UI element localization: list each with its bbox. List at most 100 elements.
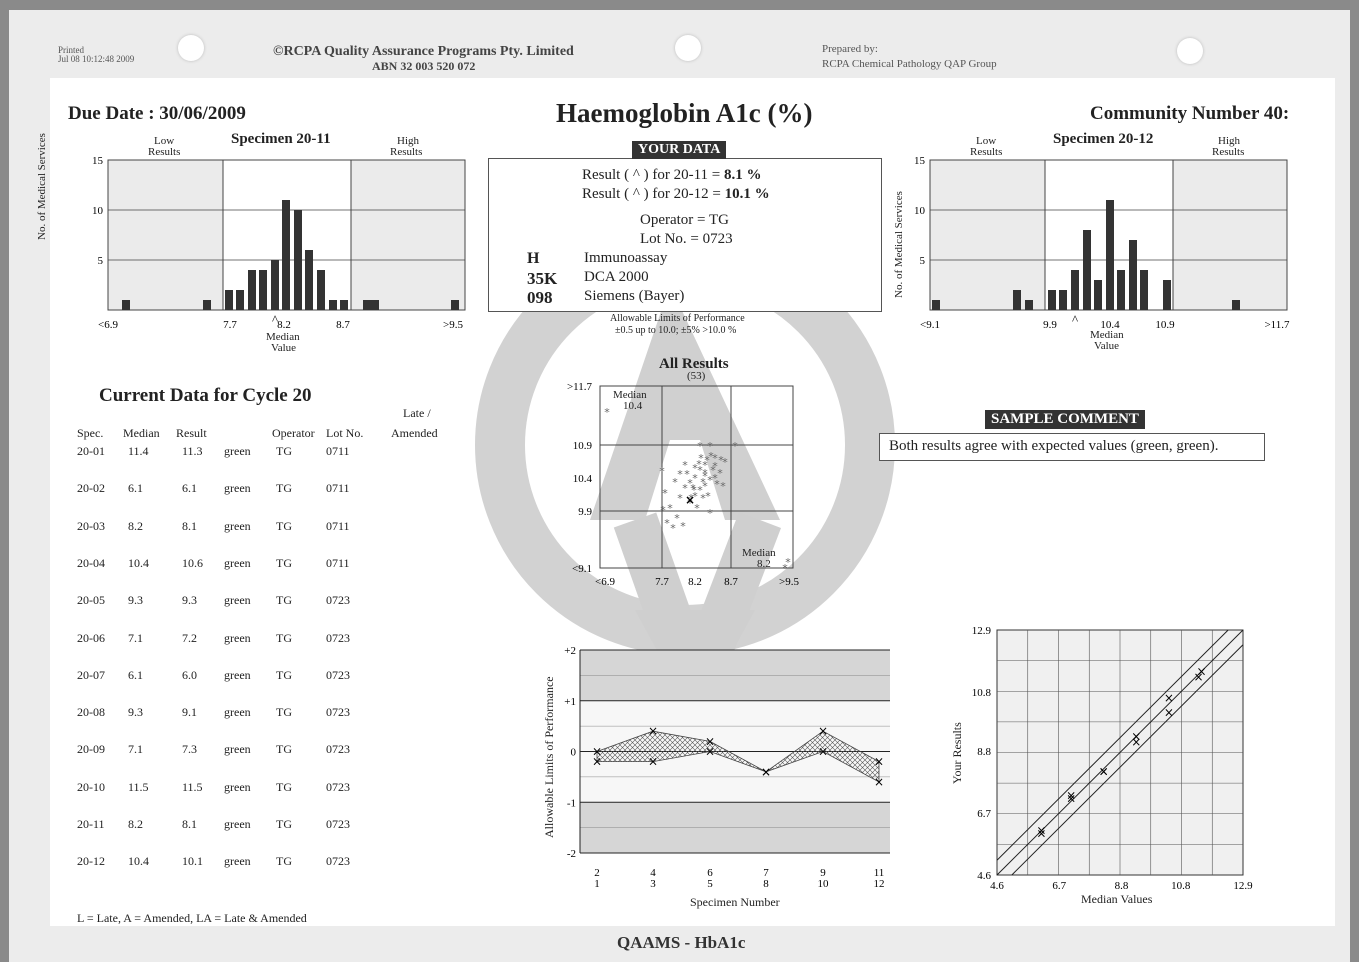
result-point: * xyxy=(782,562,788,575)
result-point: * xyxy=(660,504,666,517)
perf-ylabel: Allowable Limits of Performance xyxy=(542,676,556,838)
perf-chart: +2+10-1-2××××××××××××2 4 6 7 9 111 3 5 8 10 12 xyxy=(564,645,890,890)
result-point: * xyxy=(707,474,713,487)
table-cell: 0723 xyxy=(326,667,350,682)
result-point: * xyxy=(696,458,702,471)
x-tick-label: 7 xyxy=(763,867,769,879)
histogram-bar xyxy=(1140,270,1148,310)
limit-line xyxy=(996,629,1244,876)
y-tick-label: -2 xyxy=(567,848,576,860)
median-tl-value: 10.4 xyxy=(623,400,643,412)
plot-frame xyxy=(599,385,794,569)
result-20-11-value: 8.1 % xyxy=(724,167,762,183)
data-point: × xyxy=(705,734,715,748)
result-point: * xyxy=(700,476,706,489)
histogram-bar xyxy=(271,260,279,310)
high-region xyxy=(351,160,465,310)
hist2-median-value: Value xyxy=(1094,340,1120,352)
method-code-1: H xyxy=(527,250,540,267)
table-cell: TG xyxy=(276,593,292,608)
histogram-bar xyxy=(236,290,244,310)
result-point: * xyxy=(712,452,718,465)
data-point: × xyxy=(818,745,828,759)
table-cell: green xyxy=(224,667,251,682)
x-tick-label: 10.4 xyxy=(1100,319,1120,330)
col-late: Late / xyxy=(403,406,431,420)
histogram-bar xyxy=(248,270,256,310)
histogram-bar xyxy=(1013,290,1021,310)
result-20-12-value: 10.1 % xyxy=(724,186,770,202)
table-cell: 6.1 xyxy=(128,667,143,682)
data-point: × xyxy=(761,765,771,779)
table-cell: green xyxy=(224,593,251,608)
sample-comment-box xyxy=(879,433,1265,461)
table-cell: 6.1 xyxy=(182,481,197,496)
result-point: * xyxy=(700,492,706,505)
table-cell: 0711 xyxy=(326,481,350,496)
x-tick-label: 10.8 xyxy=(1171,880,1191,890)
hist2-median: Median xyxy=(1090,329,1124,341)
hist1-high-results: Results xyxy=(390,146,423,158)
limits-text: Allowable Limits of Performance xyxy=(610,313,745,324)
y-tick-label: 5 xyxy=(920,255,926,267)
result-point: * xyxy=(680,520,686,533)
x-tick-label: 8.7 xyxy=(724,576,738,588)
table-cell: 20-06 xyxy=(77,630,105,645)
x-tick-label: 8.2 xyxy=(277,319,291,330)
hist1-ylabel: No. of Medical Services xyxy=(36,133,48,240)
table-cell: green xyxy=(224,742,251,757)
data-point: × xyxy=(1099,765,1109,779)
sample-comment-tag: SAMPLE COMMENT xyxy=(985,410,1145,429)
hist2-title: Specimen 20-12 xyxy=(1053,131,1154,147)
scatter-chart: 12.910.88.86.74.64.6 6.7 8.8 10.8 12.9××××××… xyxy=(972,625,1253,890)
x-tick-label: 1 xyxy=(594,878,600,890)
histogram-bar xyxy=(317,270,325,310)
table-cell: TG xyxy=(276,667,292,682)
result-point: * xyxy=(670,522,676,535)
table-cell: 0723 xyxy=(326,742,350,757)
operator: Operator = TG xyxy=(640,212,729,228)
result-point: * xyxy=(697,440,703,453)
data-point: × xyxy=(1036,824,1046,838)
x-tick-label: 9.9 xyxy=(1043,319,1057,330)
table-cell: 7.2 xyxy=(182,630,197,645)
result-point: * xyxy=(667,502,673,515)
your-data-box xyxy=(488,158,882,312)
x-tick-label: >9.5 xyxy=(779,576,799,588)
table-cell: green xyxy=(224,555,251,570)
method-value-3: Siemens (Bayer) xyxy=(584,288,685,304)
data-point: × xyxy=(592,745,602,759)
table-cell: 11.4 xyxy=(128,444,149,458)
hist1-high: High xyxy=(397,135,419,147)
hist1-low: Low xyxy=(154,135,175,147)
y-tick-label: 4.6 xyxy=(977,870,991,882)
median-tl-label: Median xyxy=(613,389,647,401)
result-point: * xyxy=(732,440,738,453)
result-point: * xyxy=(697,464,703,477)
x-tick-label: 4 xyxy=(650,867,656,879)
y-tick-label: >11.7 xyxy=(567,381,593,393)
histogram-bar xyxy=(340,300,348,310)
histogram-bar xyxy=(1025,300,1033,310)
result-caret: ^ xyxy=(272,312,278,327)
table-cell: 9.3 xyxy=(128,705,143,720)
result-point: * xyxy=(704,454,710,467)
table-cell: 7.1 xyxy=(128,742,143,757)
y-tick-label: 9.9 xyxy=(578,506,592,518)
data-point: × xyxy=(1131,729,1141,743)
table-cell: 7.1 xyxy=(128,630,143,645)
prepared-group: RCPA Chemical Pathology QAP Group xyxy=(822,58,997,70)
hist2-low-results: Results xyxy=(970,146,1003,158)
high-region xyxy=(1173,160,1287,310)
table-cell: 6.1 xyxy=(128,481,143,496)
limits-range: ±0.5 up to 10.0; ±5% >10.0 % xyxy=(615,325,737,336)
y-tick-label: 0 xyxy=(571,747,577,759)
table-cell: 20-01 xyxy=(77,444,105,458)
hist2-ylabel: No. of Medical Services xyxy=(893,191,905,298)
table-cell: 8.2 xyxy=(128,817,143,831)
histogram-bar xyxy=(1094,280,1102,310)
table-cell: TG xyxy=(276,817,292,831)
x-tick-label: 7.7 xyxy=(223,319,237,330)
table-cell: green xyxy=(224,518,251,533)
table-cell: 11.5 xyxy=(128,779,149,794)
